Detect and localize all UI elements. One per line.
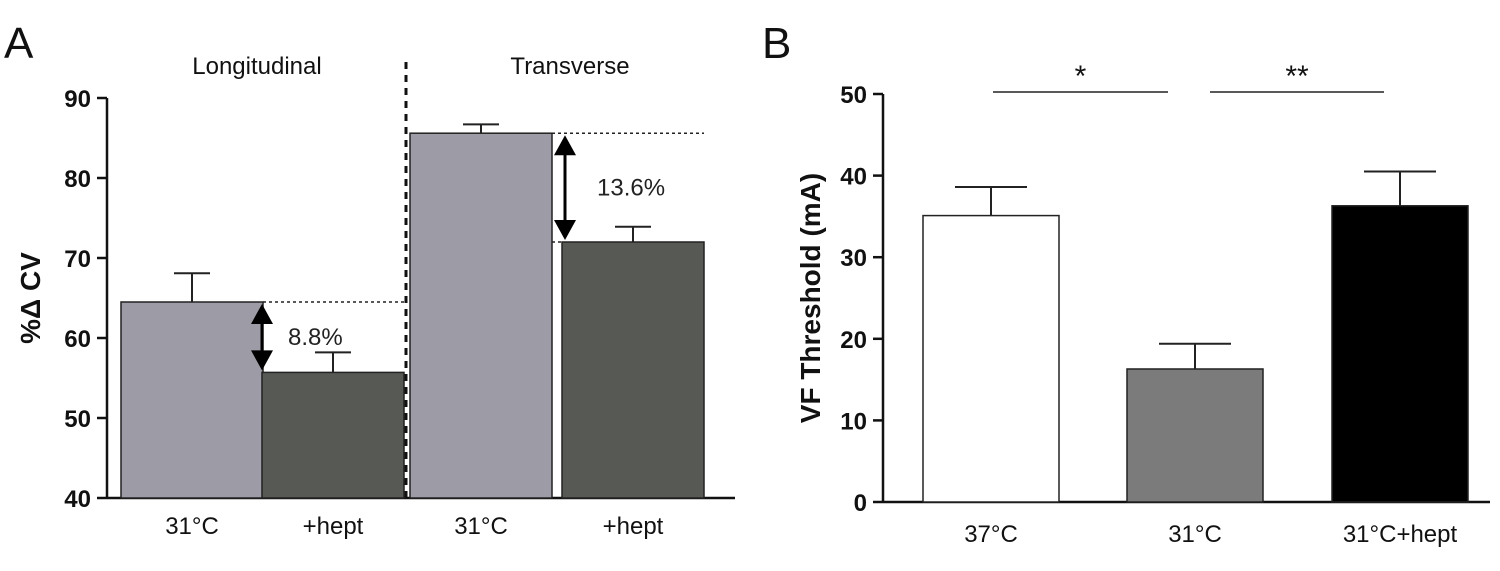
difference-arrow-down [251,350,273,371]
y-tick-label: 20 [840,327,867,354]
significance-label: * [1075,60,1087,93]
y-tick-label: 40 [840,164,867,191]
bar [922,214,1060,503]
difference-label: 8.8% [288,324,343,351]
group-title-1: Transverse [510,53,629,80]
bar [561,241,705,499]
group-title-0: Longitudinal [192,53,321,80]
difference-label: 13.6% [597,175,665,202]
bar [120,301,264,499]
x-tick-label: +hept [603,513,664,540]
difference-arrow-down [554,220,576,240]
y-tick-label: 80 [64,166,91,193]
difference-arrow-up [554,135,576,156]
panel-a-letter: A [4,19,34,68]
y-tick-label: 50 [64,406,91,433]
panel-a-chart: 40 50 60 70 80 90 %Δ CV Longitudinal 31°C +hept 8.… [15,53,735,540]
y-tick-label: 90 [64,86,91,113]
panel-b-letter: B [762,19,791,68]
y-axis-title: %Δ CV [15,252,46,344]
x-tick-label: 31°C+hept [1343,521,1458,548]
y-axis-title: VF Threshold (mA) [795,173,826,423]
bar [1126,368,1264,503]
significance-label: ** [1285,60,1309,93]
x-tick-label: 31°C [165,513,219,540]
bar [409,132,553,499]
x-tick-label: 37°C [964,521,1018,548]
bar [261,371,405,499]
y-tick-label: 40 [64,486,91,513]
y-tick-label: 30 [840,245,867,272]
y-tick-label: 50 [840,82,867,109]
x-tick-label: 31°C [454,513,508,540]
y-tick-label: 0 [854,490,867,517]
y-tick-label: 10 [840,408,867,435]
panel-b-chart: 0 10 20 30 40 50 VF Threshold (mA) 37°C 31°C 31°C… [795,60,1490,548]
y-tick-label: 60 [64,326,91,353]
difference-arrow-up [251,304,273,324]
x-tick-label: +hept [303,513,364,540]
bar [1331,205,1469,503]
x-tick-label: 31°C [1168,521,1222,548]
y-tick-label: 70 [64,246,91,273]
